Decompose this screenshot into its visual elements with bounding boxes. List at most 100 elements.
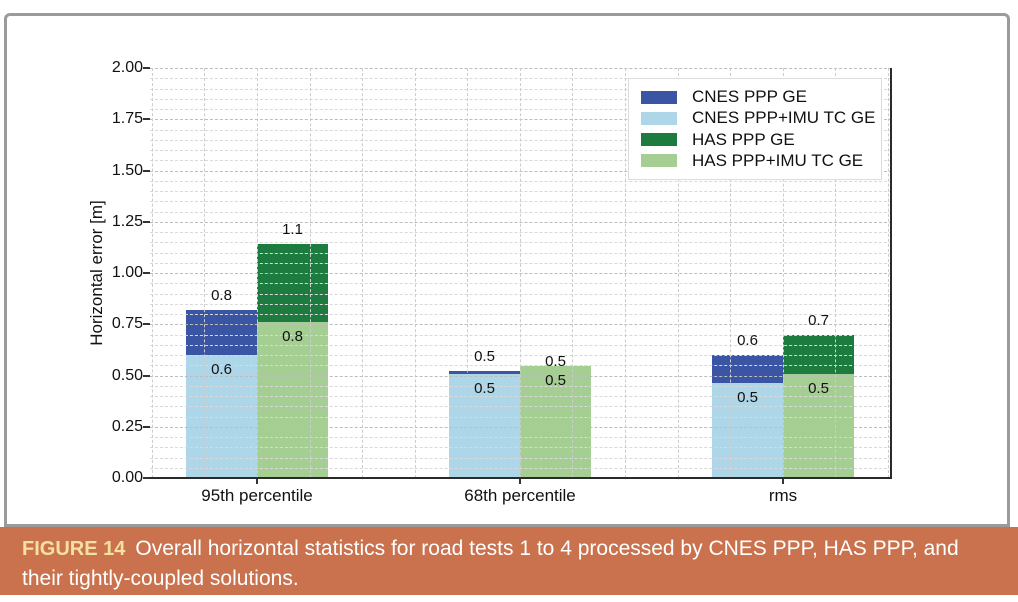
- legend-label: HAS PPP GE: [692, 129, 795, 149]
- y-tick-mark: [143, 477, 150, 479]
- major-gridline: [150, 170, 892, 172]
- legend-label: CNES PPP+IMU TC GE: [692, 108, 876, 128]
- bar-value-label: 1.1: [282, 221, 303, 239]
- y-tick-mark: [143, 425, 150, 428]
- major-gridline: [150, 119, 892, 121]
- y-tick-mark: [143, 169, 150, 172]
- minor-gridline: [150, 355, 892, 356]
- bar-value-label: 0.5: [737, 388, 758, 406]
- legend-swatch: [641, 111, 677, 125]
- bar-has-ppp-imu-tc-ge: [520, 366, 591, 478]
- minor-gridline: [150, 283, 892, 285]
- legend-swatch: [641, 154, 677, 168]
- major-gridline: [150, 221, 892, 223]
- minor-gridline: [150, 232, 892, 233]
- y-tick-mark: [143, 220, 150, 223]
- bar-chart-plot-area: 0.8 0.5 0.6 0.6 0.5 0.5 1.1 0.5 0.7 0.8 0.5 0.5 CNE…: [150, 68, 892, 479]
- vertical-gridline: [572, 68, 574, 478]
- bar-value-label: 0.5: [474, 348, 495, 366]
- major-gridline: [150, 426, 892, 428]
- y-tick-mark: [143, 272, 150, 274]
- minor-gridline: [150, 211, 892, 213]
- minor-gridline: [150, 385, 892, 387]
- minor-gridline: [150, 150, 892, 151]
- vertical-gridline: [677, 68, 679, 478]
- minor-gridline: [150, 252, 892, 254]
- bar-value-label: 0.6: [211, 361, 232, 378]
- minor-gridline: [150, 180, 892, 182]
- minor-gridline: [150, 437, 892, 438]
- minor-gridline: [150, 365, 892, 367]
- vertical-gridline: [835, 68, 837, 478]
- figure-panel: Horizontal error [m] 0.00 0.25 0.50 0.75 1.0…: [4, 13, 1010, 527]
- vertical-gridline: [887, 68, 889, 478]
- bar-value-label: 0.5: [545, 352, 566, 370]
- y-tick-mark: [143, 374, 150, 377]
- minor-gridline: [150, 201, 892, 203]
- vertical-gridline: [414, 68, 416, 478]
- major-gridline: [150, 324, 892, 326]
- y-tick-label: 0.75: [111, 315, 143, 333]
- minor-gridline: [150, 334, 892, 336]
- y-tick-mark: [143, 67, 150, 69]
- legend-item: HAS PPP GE: [641, 130, 877, 150]
- minor-gridline: [150, 314, 892, 315]
- y-tick-label: 1.00: [111, 264, 143, 281]
- x-axis-spine: [150, 477, 892, 479]
- bar-value-label: 0.7: [808, 311, 829, 329]
- y-tick-mark: [143, 323, 150, 326]
- bar-value-label: 0.6: [737, 332, 758, 349]
- minor-gridline: [150, 396, 892, 397]
- minor-gridline: [150, 457, 892, 459]
- x-tick-label: rms: [768, 486, 798, 505]
- minor-gridline: [150, 88, 892, 90]
- bar-has-ppp-imu-tc-ge: [257, 322, 328, 478]
- minor-gridline: [150, 262, 892, 264]
- x-tick-mark: [782, 478, 784, 484]
- right-spine: [890, 68, 892, 478]
- minor-gridline: [150, 416, 892, 418]
- y-tick-label: 0.00: [111, 469, 143, 486]
- legend-item: CNES PPP GE: [641, 87, 877, 107]
- major-gridline: [150, 273, 892, 274]
- major-gridline: [150, 375, 892, 377]
- x-tick-label: 95th percentile: [201, 486, 313, 505]
- minor-gridline: [150, 344, 892, 346]
- y-tick-label: 2.00: [111, 59, 143, 76]
- x-tick-mark: [256, 478, 258, 484]
- vertical-gridline: [151, 68, 153, 478]
- minor-gridline: [150, 293, 892, 295]
- caption-bar: FIGURE 14 Overall horizontal statistics f…: [0, 527, 1018, 595]
- minor-gridline: [150, 467, 892, 469]
- minor-gridline: [150, 139, 892, 141]
- minor-gridline: [150, 191, 892, 192]
- bar-cnes-ppp-imu-tc-ge: [449, 374, 520, 478]
- chart-legend: CNES PPP GE CNES PPP+IMU TC GE HAS PPP GE H…: [628, 78, 882, 180]
- vertical-gridline: [309, 68, 311, 478]
- vertical-gridline: [204, 68, 206, 478]
- bar-cnes-ppp-imu-tc-ge: [712, 382, 783, 478]
- minor-gridline: [150, 78, 892, 80]
- bar-has-ppp-imu-tc-ge: [783, 374, 854, 478]
- caption-text: Overall horizontal statistics for road t…: [22, 537, 959, 590]
- y-tick-label: 0.25: [111, 417, 143, 435]
- legend-swatch: [641, 133, 677, 147]
- vertical-gridline: [467, 68, 469, 478]
- vertical-gridline: [782, 68, 784, 478]
- vertical-gridline: [730, 68, 732, 478]
- minor-gridline: [150, 98, 892, 100]
- legend-label: CNES PPP GE: [692, 87, 807, 106]
- bar-value-label: 0.5: [474, 380, 495, 398]
- minor-gridline: [150, 406, 892, 408]
- major-gridline: [150, 68, 892, 69]
- y-tick-label: 1.25: [111, 212, 143, 230]
- vertical-gridline: [624, 68, 626, 478]
- y-tick-mark: [143, 118, 150, 121]
- minor-gridline: [150, 303, 892, 305]
- bar-value-label: 0.8: [211, 286, 232, 304]
- x-tick-label: 68th percentile: [464, 486, 576, 505]
- y-tick-label: 0.50: [111, 366, 143, 384]
- y-tick-label: 1.75: [111, 110, 143, 128]
- vertical-gridline: [519, 68, 521, 478]
